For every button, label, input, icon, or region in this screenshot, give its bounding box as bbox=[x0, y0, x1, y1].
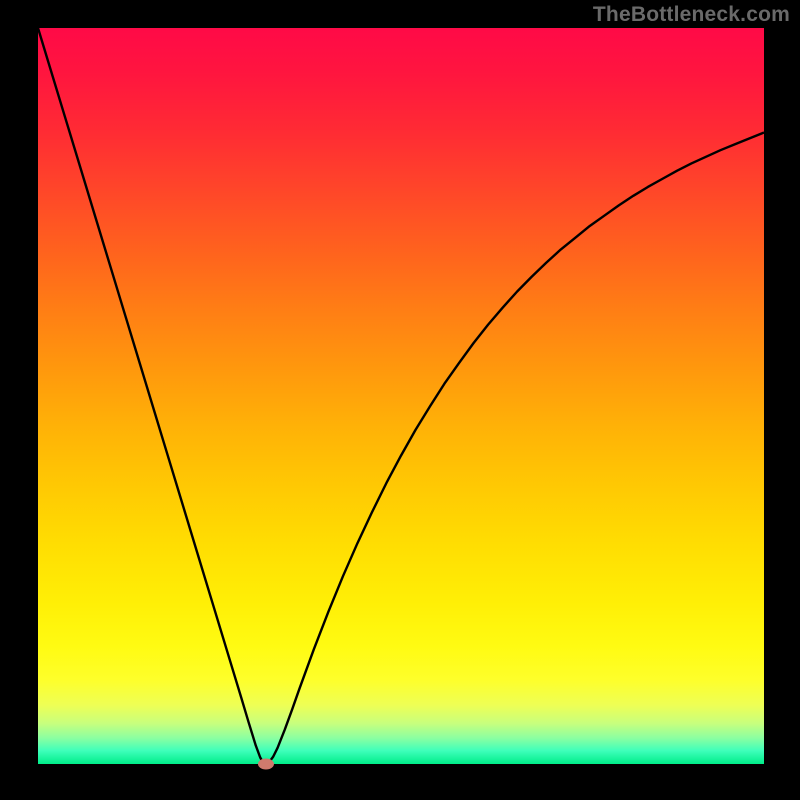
watermark-text: TheBottleneck.com bbox=[593, 3, 790, 27]
optimum-dot bbox=[258, 759, 274, 770]
plot-background bbox=[38, 28, 764, 764]
chart-svg bbox=[0, 0, 800, 800]
